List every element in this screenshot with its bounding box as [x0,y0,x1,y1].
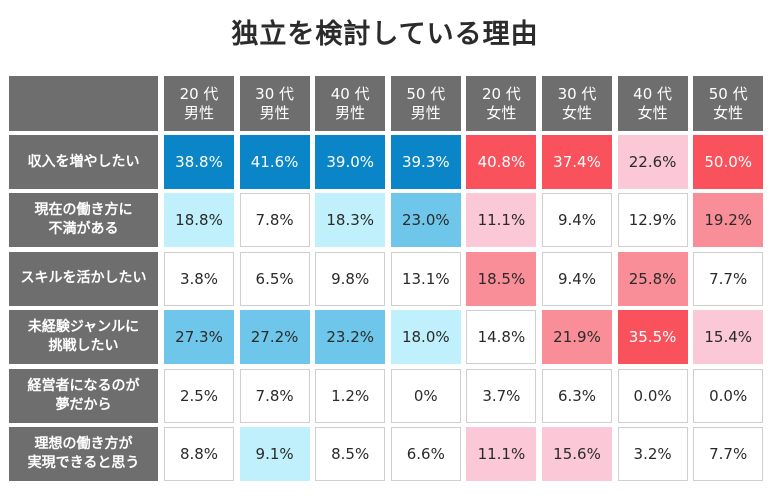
value-cell: 7.7% [693,251,764,306]
value-cell: 37.4% [542,135,612,189]
column-header: 40 代女性 [617,76,688,131]
row-label: 未経験ジャンルに 挑戦したい [9,310,158,365]
value-cell: 7.8% [239,368,310,423]
value-cell: 40.8% [466,135,537,189]
column-gender: 女性 [561,103,592,122]
value-cell: 6.5% [239,251,310,306]
value-cell: 38.8% [164,135,234,189]
column-age: 20 代 [481,84,521,103]
text-line: 実現できると思う [27,455,140,471]
value-cell: 9.8% [315,251,386,306]
value-cell: 23.2% [315,310,386,365]
value-cell: 22.6% [617,135,688,189]
text-line: 収入を増やしたい [27,153,140,170]
column-gender: 男性 [183,103,214,122]
column-age: 50 代 [708,84,748,103]
column-age: 20 代 [179,84,219,103]
column-header: 20 代女性 [466,76,537,131]
text-line: 経営者になるのが [27,377,140,394]
column-age: 50 代 [406,84,446,103]
value-cell: 0.0% [617,368,688,423]
value-cell: 3.7% [466,368,537,423]
value-cell: 41.6% [239,135,310,189]
corner-header [9,76,158,131]
value-cell: 9.1% [239,427,310,481]
value-cell: 21.9% [542,310,612,365]
value-cell: 11.1% [466,427,537,481]
value-cell: 8.5% [315,427,386,481]
value-cell: 6.3% [542,368,612,423]
value-cell: 7.8% [239,193,310,248]
column-age: 40 代 [330,84,370,103]
text-line: スキルを活かしたい [20,270,147,287]
column-header: 50 代女性 [693,76,764,131]
value-cell: 2.5% [164,368,234,423]
column-age: 30 代 [557,84,597,103]
column-gender: 女性 [637,103,668,122]
value-cell: 35.5% [617,310,688,365]
row-label: 現在の働き方に 不満がある [9,193,158,248]
value-cell: 0% [390,368,461,423]
column-gender: 男性 [410,103,441,122]
value-cell: 3.2% [617,427,688,481]
column-gender: 男性 [335,103,366,122]
value-cell: 23.0% [390,193,461,248]
column-header: 30 代男性 [239,76,310,131]
value-cell: 0.0% [693,368,764,423]
value-cell: 7.7% [693,427,764,481]
value-cell: 39.3% [390,135,461,189]
row-label: 経営者になるのが 夢だから [9,368,158,423]
value-cell: 1.2% [315,368,386,423]
column-gender: 女性 [486,103,517,122]
value-cell: 11.1% [466,193,537,248]
row-label: 理想の働き方が 実現できると思う [9,427,158,481]
row-label: スキルを活かしたい [9,251,158,306]
text-line: 挑戦したい [48,338,119,355]
column-age: 40 代 [633,84,673,103]
value-cell: 39.0% [315,135,386,189]
text-line: 不満がある [48,221,119,238]
value-cell: 13.1% [390,251,461,306]
column-header: 40 代男性 [315,76,386,131]
value-cell: 14.8% [466,310,537,365]
value-cell: 6.6% [390,427,461,481]
value-cell: 50.0% [693,135,764,189]
value-cell: 27.3% [164,310,234,365]
column-age: 30 代 [255,84,295,103]
value-cell: 9.4% [542,251,612,306]
value-cell: 18.5% [466,251,537,306]
column-gender: 男性 [259,103,290,122]
row-label: 収入を増やしたい [9,135,158,189]
value-cell: 18.0% [390,310,461,365]
text-line: 理想の働き方が [34,436,133,452]
value-cell: 18.3% [315,193,386,248]
value-cell: 15.4% [693,310,764,365]
chart-title: 独立を検討している理由 [231,19,539,50]
text-line: 未経験ジャンルに [27,319,140,336]
column-header: 20 代男性 [164,76,234,131]
value-cell: 15.6% [542,427,612,481]
value-cell: 27.2% [239,310,310,365]
column-header: 50 代男性 [390,76,461,131]
value-cell: 18.8% [164,193,234,248]
value-cell: 25.8% [617,251,688,306]
value-cell: 12.9% [617,193,688,248]
value-cell: 9.4% [542,193,612,248]
column-gender: 女性 [713,103,744,122]
text-line: 夢だから [55,396,112,413]
value-cell: 8.8% [164,427,234,481]
value-cell: 19.2% [693,193,764,248]
text-line: 現在の働き方に [34,202,133,219]
value-cell: 3.8% [164,251,234,306]
column-header: 30 代女性 [542,76,612,131]
